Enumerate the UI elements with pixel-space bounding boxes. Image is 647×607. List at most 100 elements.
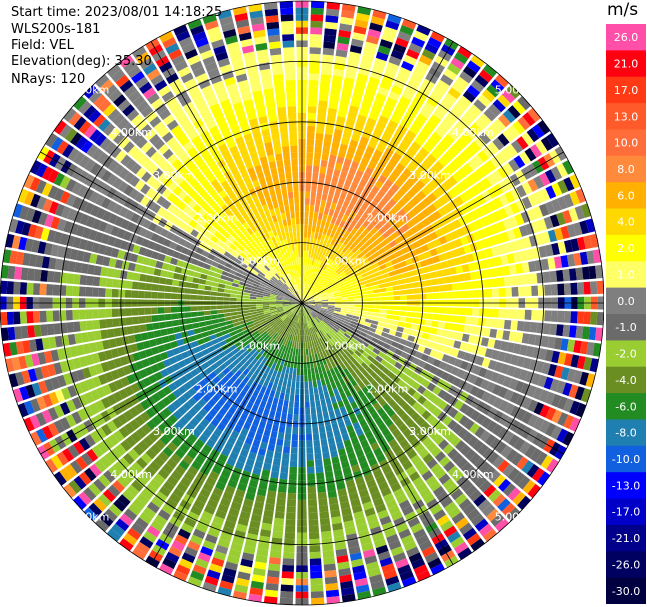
velocity-gate — [460, 132, 473, 145]
velocity-gate — [475, 206, 486, 218]
velocity-gate — [216, 305, 224, 310]
velocity-gate — [288, 473, 297, 481]
velocity-gate — [317, 386, 324, 394]
velocity-gate — [482, 89, 496, 103]
velocity-gate — [319, 80, 331, 89]
velocity-gate — [377, 259, 385, 266]
velocity-gate — [160, 328, 168, 337]
velocity-gate — [328, 496, 339, 505]
velocity-gate — [531, 310, 539, 321]
velocity-gate — [387, 305, 394, 310]
velocity-gate — [445, 315, 453, 323]
velocity-gate — [346, 232, 354, 241]
velocity-gate — [462, 163, 474, 175]
velocity-gate — [423, 272, 431, 280]
velocity-gate — [383, 277, 392, 283]
velocity-gate — [537, 218, 548, 232]
velocity-gate — [145, 275, 154, 283]
velocity-gate — [381, 74, 394, 85]
velocity-gate — [299, 335, 301, 343]
velocity-gate — [320, 295, 328, 299]
velocity-gate — [311, 244, 316, 252]
velocity-gate — [332, 288, 340, 292]
velocity-gate — [498, 207, 508, 220]
velocity-gate — [370, 16, 385, 26]
velocity-gate — [361, 211, 370, 220]
velocity-gate — [388, 329, 397, 336]
velocity-gate — [206, 324, 214, 331]
velocity-gate — [305, 191, 311, 199]
velocity-gate — [432, 285, 440, 293]
velocity-gate — [416, 113, 428, 124]
velocity-gate — [411, 282, 420, 288]
velocity-gate — [310, 407, 317, 415]
velocity-gate — [439, 292, 447, 299]
velocity-gate — [388, 157, 399, 168]
velocity-gate — [310, 7, 324, 15]
velocity-gate — [521, 132, 534, 146]
velocity-gate — [281, 578, 294, 586]
velocity-gate — [292, 374, 296, 382]
velocity-gate — [200, 273, 208, 280]
velocity-gate — [386, 286, 394, 292]
velocity-gate — [342, 200, 350, 208]
velocity-gate — [596, 280, 604, 294]
velocity-gate — [349, 139, 359, 148]
velocity-gate — [494, 74, 509, 88]
velocity-gate — [556, 324, 564, 337]
velocity-gate — [304, 204, 310, 212]
velocity-gate — [308, 278, 312, 285]
velocity-gate — [490, 79, 505, 93]
velocity-gate — [374, 180, 384, 189]
velocity-gate — [551, 182, 563, 197]
velocity-gate — [367, 305, 375, 309]
velocity-gate — [459, 71, 473, 84]
velocity-gate — [308, 271, 312, 278]
velocity-gate — [545, 185, 557, 199]
velocity-gate — [411, 255, 420, 264]
velocity-gate — [349, 277, 357, 283]
velocity-gate — [432, 238, 442, 248]
velocity-gate — [332, 273, 339, 279]
velocity-gate — [588, 265, 597, 280]
velocity-gate — [66, 322, 75, 333]
velocity-gate — [412, 288, 420, 294]
velocity-gate — [459, 307, 467, 316]
velocity-gate — [268, 557, 281, 565]
velocity-gate — [524, 286, 532, 297]
velocity-gate — [85, 309, 93, 320]
velocity-gate — [312, 290, 318, 295]
velocity-gate — [549, 214, 560, 228]
velocity-gate — [314, 152, 322, 160]
velocity-gate — [361, 130, 372, 139]
velocity-gate — [308, 224, 312, 232]
velocity-gate — [321, 193, 328, 201]
velocity-gate — [100, 266, 109, 277]
velocity-gate — [418, 54, 433, 66]
velocity-gate — [396, 227, 405, 236]
velocity-gate — [365, 205, 374, 215]
velocity-gate — [273, 524, 284, 532]
velocity-gate — [327, 194, 334, 203]
velocity-gate — [388, 173, 398, 183]
velocity-gate — [144, 291, 152, 299]
velocity-gate — [470, 326, 478, 335]
velocity-gate — [436, 328, 444, 337]
velocity-gate — [151, 291, 158, 299]
velocity-gate — [426, 306, 434, 313]
velocity-gate — [106, 328, 115, 338]
velocity-gate — [427, 192, 437, 203]
velocity-gate — [488, 123, 501, 136]
velocity-gate — [177, 287, 185, 294]
velocity-gate — [271, 464, 280, 473]
velocity-gate — [314, 452, 322, 460]
velocity-gate — [357, 142, 367, 152]
velocity-gate — [158, 314, 166, 322]
velocity-gate — [313, 159, 321, 167]
velocity-gate — [408, 42, 423, 54]
velocity-gate — [557, 196, 568, 210]
velocity-gate — [304, 263, 307, 271]
velocity-gate — [410, 225, 420, 234]
velocity-gate — [400, 306, 407, 311]
velocity-gate — [345, 194, 353, 203]
